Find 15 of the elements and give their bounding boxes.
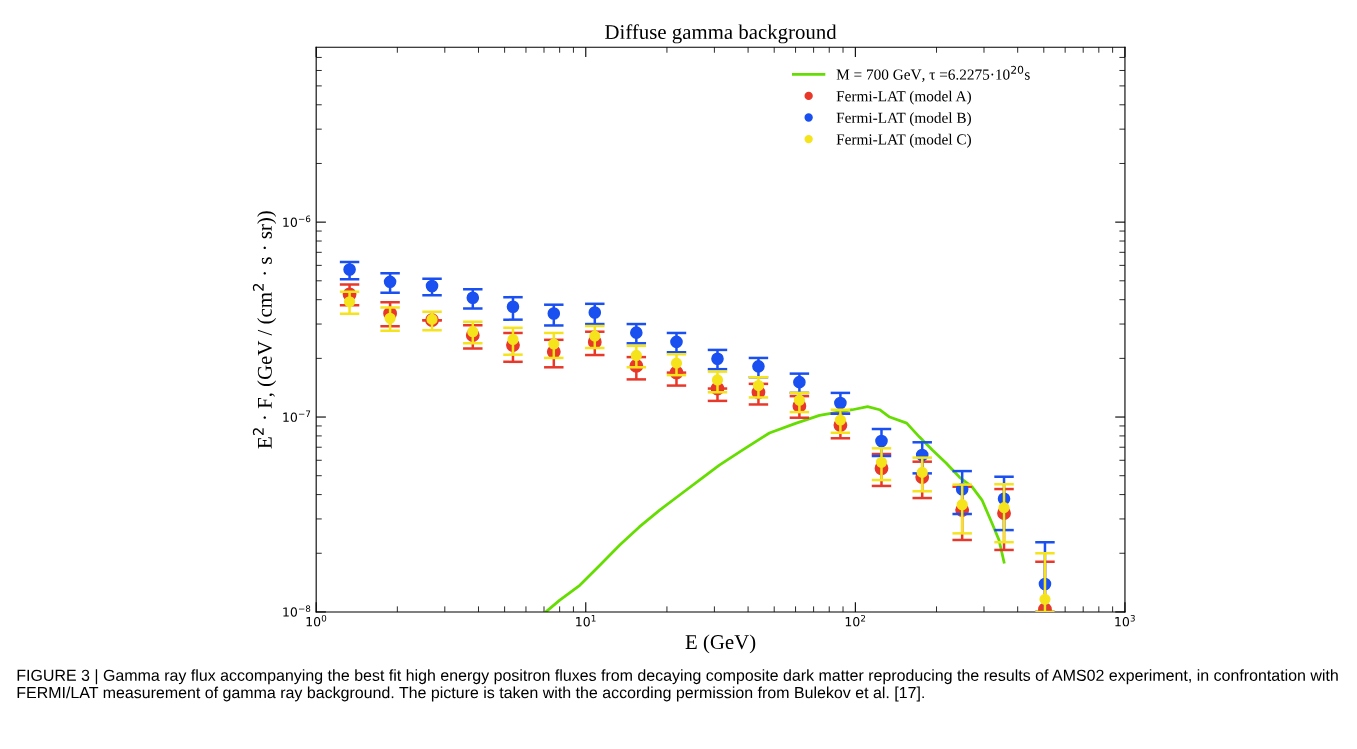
caption: FIGURE 3 | Gamma ray flux accompanying the best fit high energy positron fluxes from decaying composite dark matter reproducing the results of AMS02 experiment, in confrontation with FERMI/LAT measurement of gamma ray background. The picture is taken with the according permission from Bulekov et al. [17].: [17, 669, 1338, 702]
x-tick-label: 10$^{2}$: [845, 614, 866, 627]
x-axis-title: E (GeV): [685, 634, 756, 654]
chart-title: Diffuse gamma background: [605, 24, 837, 44]
x-tick-label: 10$^{3}$: [1115, 614, 1135, 627]
x-tick-label: 10$^{0}$: [306, 614, 327, 627]
y-tick-label: 10$^{−7}$: [283, 410, 311, 422]
y-axis-title: E$^{2}$ · F, (GeV / (cm$^{2}$ · s · sr)): [252, 211, 277, 449]
legend-label: Fermi-LAT (model A): [836, 90, 971, 105]
legend-label: Fermi-LAT (model B): [836, 112, 971, 127]
y-tick-label: 10$^{−6}$: [283, 215, 311, 227]
x-tick-label: 10$^{1}$: [576, 615, 596, 627]
y-tick-label: 10$^{−8}$: [283, 605, 311, 617]
legend-label: M = 700 GeV, τ =6.2275·10$^{20}$s: [836, 65, 1030, 82]
legend-label: Fermi-LAT (model C): [836, 133, 971, 148]
